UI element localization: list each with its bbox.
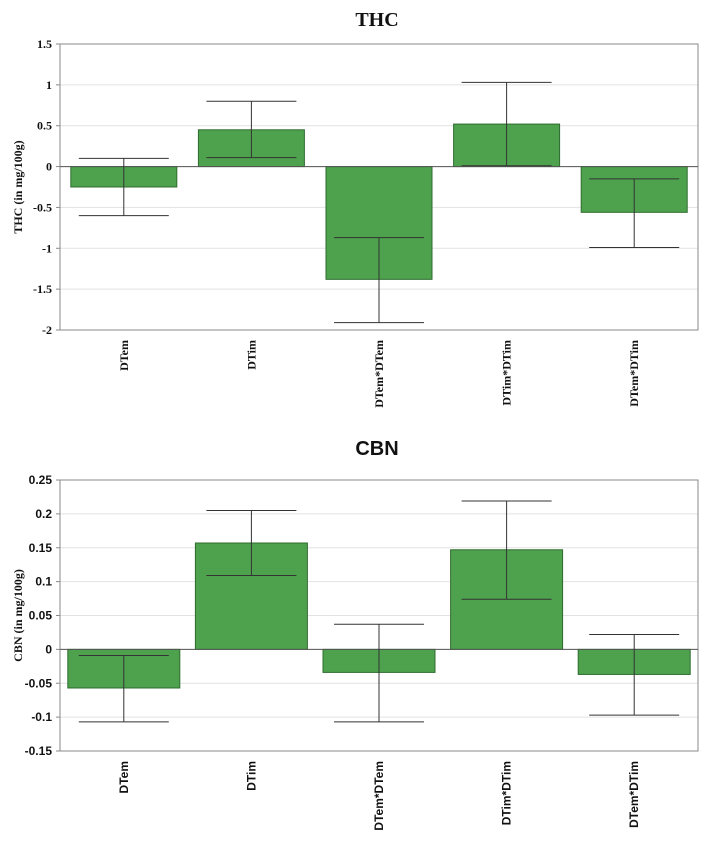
cbn-x-tick-label: DTim [244,761,258,791]
cbn-chart-title: CBN [355,438,398,460]
cbn-x-tick-label: DTem*DTem [372,761,386,831]
cbn-y-axis-label: CBN (in mg/100g) [11,569,25,662]
thc-y-tick-label: -0.5 [33,200,52,214]
cbn-y-tick-label: 0 [45,642,52,656]
thc-x-tick-label: DTem [117,340,131,371]
thc-x-tick-label: DTem*DTem [372,340,386,408]
cbn-y-tick-label: 0.15 [29,541,53,555]
cbn-x-tick-label: DTem*DTim [627,761,641,828]
thc-chart: THC 1.5 1 0.5 0 -0.5 -1 -1.5 -2 THC (in mg/100g) D… [0,0,716,425]
cbn-y-tick-label: 0.25 [29,473,53,487]
thc-x-tick-label: DTem*DTim [627,340,641,407]
cbn-chart: CBN 0.25 0.2 0.15 0.1 0.05 0 -0.05 -0.1 -0.15 CBN … [0,425,716,854]
thc-y-tick-label: -1.5 [33,282,52,296]
thc-error-bar [206,100,297,159]
thc-y-tick-label: 1 [46,78,52,92]
cbn-error-bar [589,633,680,716]
thc-y-tick-label: 1.5 [37,37,52,51]
cbn-y-tick-label: 0.05 [29,609,53,623]
thc-plot-frame [59,43,699,331]
cbn-error-bar [206,509,297,577]
thc-chart-title: THC [355,9,398,31]
thc-y-tick-label: -1 [42,241,52,255]
cbn-error-bar [78,654,169,723]
thc-error-bar [589,178,680,248]
cbn-y-tick-label: -0.15 [25,744,53,758]
thc-y-tick-label: -2 [42,323,52,337]
thc-y-axis-label: THC (in mg/100g) [11,140,25,233]
cbn-error-bar [334,623,424,723]
thc-error-bar [461,81,552,167]
cbn-y-tick-label: 0.1 [35,575,52,589]
cbn-error-bar [461,500,552,600]
cbn-x-tick-label: DTem [117,761,131,793]
thc-y-tick-label: 0 [46,160,52,174]
thc-error-bar [78,157,169,217]
cbn-y-tick-label: 0.2 [35,507,52,521]
thc-y-tick-label: 0.5 [37,119,52,133]
thc-x-tick-label: DTim [244,340,258,370]
cbn-x-tick-label: DTim*DTim [500,761,514,825]
thc-chart-svg: THC 1.5 1 0.5 0 -0.5 -1 -1.5 -2 THC (in mg/100g) D… [11,9,699,408]
cbn-y-tick-label: -0.05 [25,676,53,690]
cbn-y-tick-label: -0.1 [31,710,52,724]
thc-x-tick-label: DTim*DTim [500,340,514,406]
cbn-chart-svg: CBN 0.25 0.2 0.15 0.1 0.05 0 -0.05 -0.1 -0.15 CBN … [11,438,699,831]
thc-error-bar [334,237,424,324]
